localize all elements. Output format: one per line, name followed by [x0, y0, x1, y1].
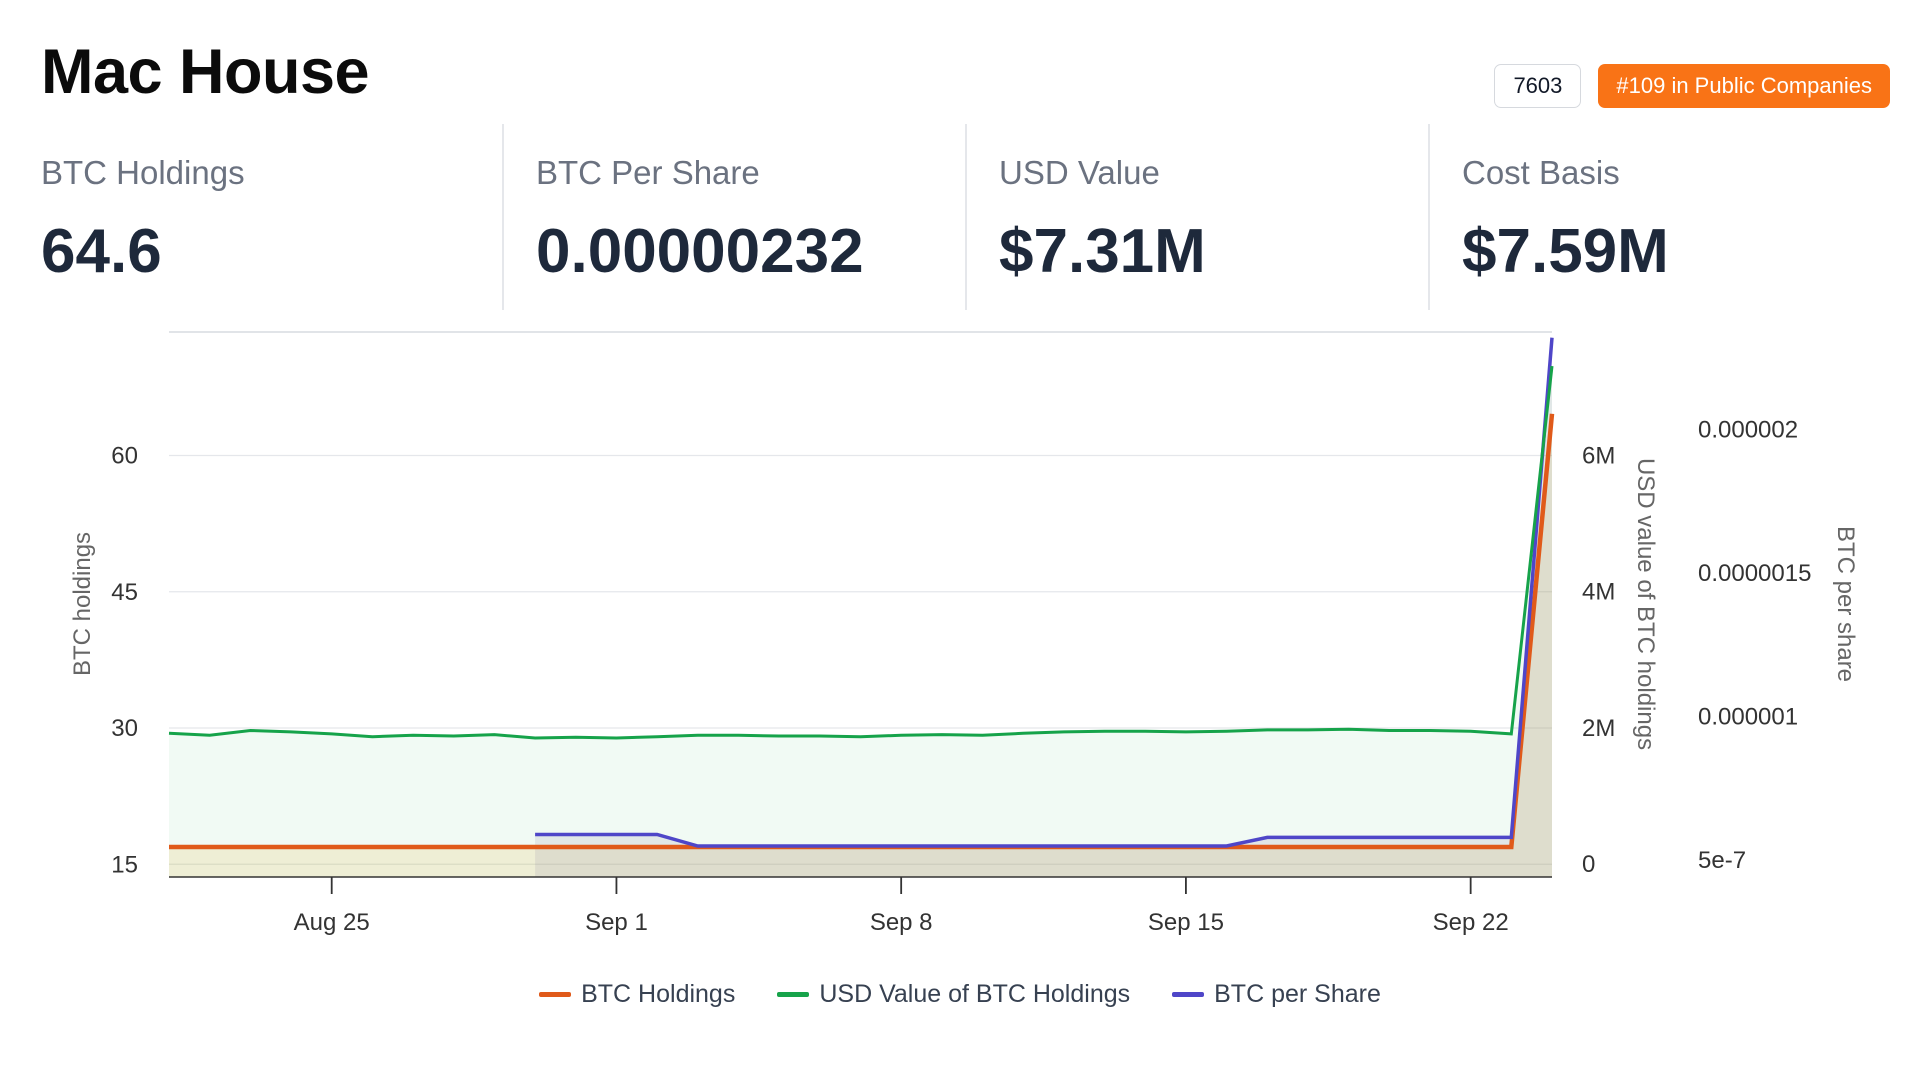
x-tick-label: Sep 15: [1148, 909, 1224, 936]
y-right1-axis-title: USD value of BTC holdings: [1632, 458, 1659, 750]
y-left-tick-label: 45: [111, 579, 138, 606]
legend-item-btc-per-share[interactable]: BTC per Share: [1172, 980, 1381, 1009]
stat-label: BTC Holdings: [41, 154, 245, 191]
y-right2-tick-label: 0.0000015: [1698, 560, 1811, 587]
stat-label: USD Value: [999, 154, 1160, 191]
y-right1-tick-label: 0: [1582, 851, 1595, 878]
stat-label: Cost Basis: [1462, 154, 1620, 191]
y-right2-axis-title: BTC per share: [1832, 526, 1859, 682]
legend-swatch: [777, 992, 810, 997]
x-tick-label: Sep 8: [870, 909, 933, 936]
legend-label: USD Value of BTC Holdings: [819, 980, 1131, 1008]
y-right1-tick-label: 4M: [1582, 579, 1615, 606]
legend-label: BTC Holdings: [581, 980, 736, 1008]
chart-legend: BTC Holdings USD Value of BTC Holdings B…: [0, 980, 1920, 1009]
y-right1-tick-label: 2M: [1582, 715, 1615, 742]
y-right2-tick-label: 5e-7: [1698, 847, 1746, 874]
stat-value: $7.31M: [999, 217, 1206, 286]
usd-value-line: [168, 365, 1554, 740]
btc-holdings-line: [169, 413, 1555, 850]
stat-value: 64.6: [41, 217, 162, 286]
btc-holdings-chart: 15 30 45 60 0 2M 4M 6M 5e-7 0.000001 0.0000015 0.00…: [69, 331, 1859, 936]
y-right2-tick-label: 0.000001: [1698, 703, 1798, 730]
usd-value-area: [169, 366, 1552, 877]
y-right2-tick-label: 0.000002: [1698, 417, 1798, 444]
stat-divider: [1428, 124, 1430, 310]
btc-per-share-line: [535, 337, 1554, 848]
legend-swatch: [539, 992, 572, 997]
x-tick-label: Aug 25: [294, 909, 370, 936]
ticker-badge: 7603: [1494, 64, 1582, 108]
legend-item-usd-value[interactable]: USD Value of BTC Holdings: [777, 980, 1130, 1009]
header-badges: 7603 #109 in Public Companies: [1494, 64, 1890, 108]
stat-value: 0.00000232: [536, 217, 864, 286]
y-right1-tick-label: 6M: [1582, 442, 1615, 469]
page-title: Mac House: [41, 37, 370, 107]
y-left-tick-label: 15: [111, 851, 138, 878]
stat-value: $7.59M: [1462, 217, 1669, 286]
y-left-tick-label: 60: [111, 443, 138, 470]
stat-divider: [965, 124, 967, 310]
stat-divider: [502, 124, 504, 310]
stat-label: BTC Per Share: [536, 154, 760, 191]
x-tick-label: Sep 22: [1433, 909, 1509, 936]
x-tick-label: Sep 1: [585, 909, 648, 936]
legend-item-btc-holdings[interactable]: BTC Holdings: [539, 980, 735, 1009]
y-left-axis-title: BTC holdings: [69, 532, 96, 676]
legend-swatch: [1172, 992, 1205, 997]
y-left-tick-label: 30: [111, 715, 138, 742]
rank-badge[interactable]: #109 in Public Companies: [1598, 64, 1890, 108]
stats-row: BTC Holdings 64.6 BTC Per Share 0.000002…: [0, 124, 1920, 310]
legend-label: BTC per Share: [1214, 980, 1381, 1008]
